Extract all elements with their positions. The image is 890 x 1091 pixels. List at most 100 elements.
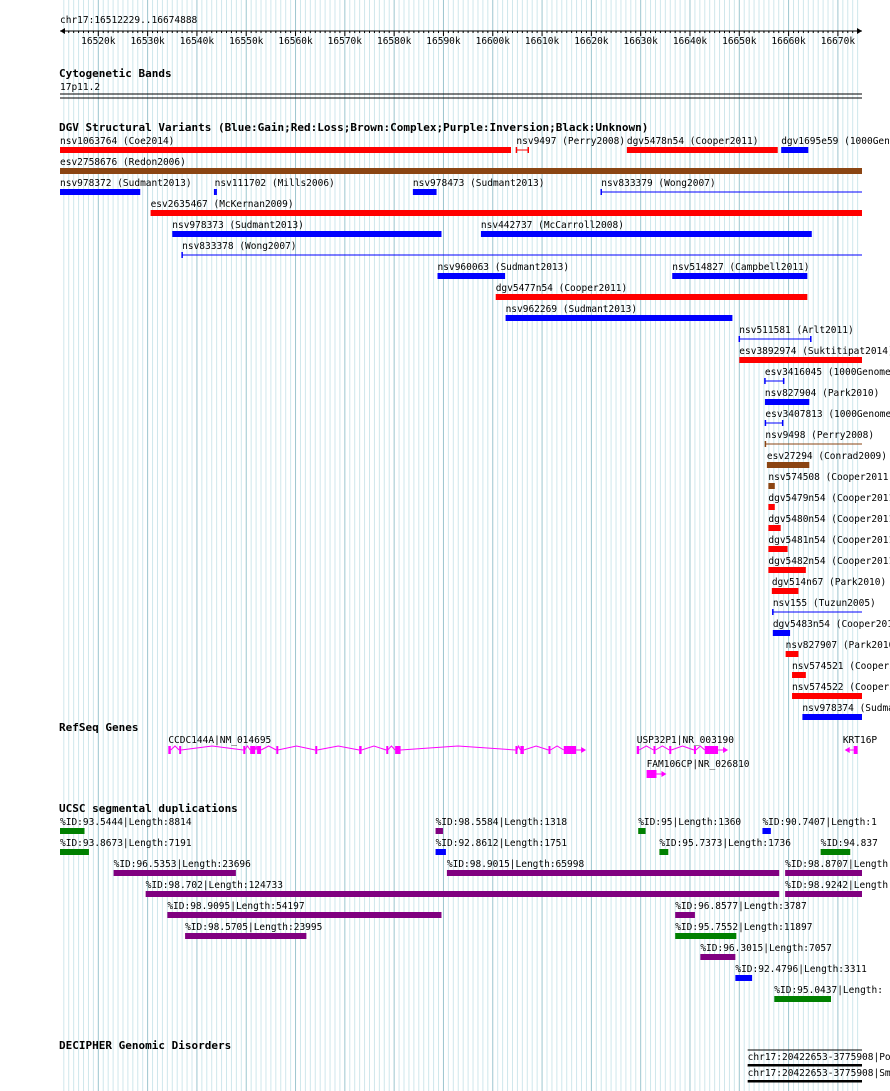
refseq-exon[interactable] [636,746,640,754]
dgv-feature-bar[interactable] [495,294,808,300]
refseq-exon[interactable] [653,746,656,754]
refseq-exon[interactable] [250,746,256,754]
segdup-feature[interactable]: %ID:98.9095|Length:54197 [167,901,442,918]
decipher-feature[interactable]: chr17:20422653-3775908|Potocki [747,1049,890,1067]
dgv-feature[interactable]: nsv574522 (Cooper2011) [792,682,890,699]
decipher-feature-bar[interactable] [747,1064,862,1067]
segdup-feature-bar[interactable] [735,975,753,981]
refseq-exon[interactable] [243,746,246,754]
refseq-exon[interactable] [646,770,657,778]
segdup-feature-bar[interactable] [675,912,695,918]
dgv-feature[interactable]: nsv978473 (Sudmant2013) [412,178,545,195]
segdup-feature[interactable]: %ID:96.5353|Length:23696 [113,859,252,876]
dgv-feature[interactable]: dgv5479n54 (Cooper2011) [768,493,890,510]
segdup-feature-bar[interactable] [446,870,780,876]
dgv-feature[interactable]: nsv574521 (Cooper2011) [792,661,890,678]
dgv-feature[interactable]: dgv1695e59 (1000Genomes [781,136,890,153]
dgv-feature-bar[interactable] [772,630,791,636]
dgv-feature[interactable]: esv2635467 (McKernan2009) [150,199,862,216]
segdup-feature-bar[interactable] [774,996,831,1002]
dgv-feature[interactable]: nsv827907 (Park2010) [785,640,890,657]
dgv-feature-bar[interactable] [480,231,812,237]
refseq-exon[interactable] [168,746,171,754]
refseq-gene[interactable]: USP32P1|NR_003190 [636,735,735,754]
dgv-feature-bar[interactable] [60,189,141,195]
dgv-feature[interactable]: esv3892974 (Suktitipat2014) [739,346,890,363]
refseq-exon[interactable] [515,746,518,754]
dgv-feature-bar[interactable] [792,693,862,699]
refseq-exon[interactable] [520,746,524,754]
refseq-gene[interactable]: KRT16P [843,735,878,754]
segdup-feature-bar[interactable] [435,849,446,855]
segdup-feature-bar[interactable] [638,828,646,834]
dgv-feature[interactable]: nsv833379 (Wong2007) [600,178,862,195]
refseq-exon[interactable] [276,746,279,754]
dgv-feature-bar[interactable] [768,504,775,510]
dgv-feature-bar[interactable] [768,567,806,573]
dgv-feature[interactable]: nsv978373 (Sudmant2013) [172,220,442,237]
segdup-feature[interactable]: %ID:92.4796|Length:3311 [735,964,867,981]
dgv-feature-bar[interactable] [60,147,512,153]
refseq-exon[interactable] [395,746,401,754]
dgv-feature[interactable]: nsv833378 (Wong2007) [181,241,862,258]
refseq-exon[interactable] [669,746,672,754]
dgv-feature[interactable]: nsv511581 (Arlt2011) [738,325,854,342]
dgv-feature-bar[interactable] [802,714,862,720]
dgv-feature-bar[interactable] [150,210,862,216]
dgv-feature[interactable]: nsv155 (Tuzun2005) [772,598,876,615]
refseq-exon[interactable] [179,746,182,754]
dgv-feature[interactable]: nsv978374 (Sudmant2013) [802,703,890,720]
dgv-feature-bar[interactable] [412,189,437,195]
segdup-feature-bar[interactable] [113,870,236,876]
dgv-feature-bar[interactable] [768,483,775,489]
decipher-feature-bar[interactable] [747,1080,862,1083]
segdup-feature-bar[interactable] [185,933,307,939]
dgv-feature[interactable]: nsv827904 (Park2010) [764,388,879,405]
dgv-feature[interactable]: esv27294 (Conrad2009) [766,451,887,468]
decipher-feature[interactable]: chr17:20422653-3775908|Smith [747,1065,890,1083]
segdup-feature-bar[interactable] [659,849,669,855]
dgv-feature[interactable]: dgv5482n54 (Cooper2011) [768,556,890,573]
segdup-feature[interactable]: %ID:98.5584|Length:1318 [435,817,568,834]
dgv-feature-bar[interactable] [771,588,799,594]
segdup-feature[interactable]: %ID:90.7407|Length:1 [762,817,877,834]
dgv-feature[interactable]: nsv962269 (Sudmant2013) [505,304,733,321]
dgv-feature[interactable]: dgv514n67 (Park2010) [771,577,886,594]
dgv-feature[interactable]: nsv9498 (Perry2008) [764,430,874,447]
dgv-feature-bar[interactable] [792,672,806,678]
refseq-exon[interactable] [359,746,362,754]
dgv-feature[interactable]: esv3407813 (1000Genomes [764,409,890,426]
dgv-feature[interactable]: nsv978372 (Sudmant2013) [60,178,192,195]
segdup-feature[interactable]: %ID:95.7373|Length:1736 [659,838,791,855]
segdup-feature[interactable]: %ID:98.8707|Length [785,859,888,876]
cytoband-track[interactable]: Cytogenetic Bands 17p11.2 [59,67,862,99]
dgv-feature-bar[interactable] [766,462,810,468]
segdup-feature[interactable]: %ID:93.5444|Length:8814 [60,817,192,834]
dgv-feature-bar[interactable] [437,273,506,279]
dgv-feature-bar[interactable] [768,525,781,531]
segdup-feature[interactable]: %ID:98.9242|Length [785,880,888,897]
dgv-feature-bar[interactable] [505,315,733,321]
segdup-feature-bar[interactable] [820,849,851,855]
segdup-feature[interactable]: %ID:95.7552|Length:11897 [675,922,812,939]
segdup-feature[interactable]: %ID:92.8612|Length:1751 [435,838,568,855]
refseq-gene[interactable]: FAM106CP|NR_026810 [646,759,750,778]
dgv-feature[interactable]: dgv5478n54 (Cooper2011) [626,136,778,153]
dgv-feature[interactable]: nsv574508 (Cooper2011) [768,472,890,489]
segdup-feature[interactable]: %ID:95|Length:1360 [638,817,741,834]
dgv-feature[interactable]: esv2758676 (Redon2006) [60,157,862,174]
dgv-feature[interactable]: nsv514827 (Campbell2011) [672,262,810,279]
refseq-track[interactable]: RefSeq Genes CCDC144A|NM_014695 USP32P1|N… [59,721,877,778]
segdup-track[interactable]: UCSC segmental duplications %ID:93.5444|… [59,802,888,1002]
dgv-track[interactable]: DGV Structural Variants (Blue:Gain;Red:L… [59,121,890,720]
dgv-feature[interactable]: nsv442737 (McCarroll2008) [480,220,812,237]
segdup-feature-bar[interactable] [762,828,771,834]
segdup-feature[interactable]: %ID:95.0437|Length: [774,985,883,1002]
segdup-feature[interactable]: %ID:96.3015|Length:7057 [700,943,832,960]
dgv-feature[interactable]: nsv1063764 (Coe2014) [60,136,512,153]
dgv-feature-bar[interactable] [60,168,862,174]
dgv-feature[interactable]: dgv5483n54 (Cooper2011) [772,619,890,636]
segdup-feature[interactable]: %ID:98.702|Length:124733 [145,880,780,897]
segdup-feature-bar[interactable] [785,891,862,897]
dgv-feature-bar[interactable] [781,147,809,153]
